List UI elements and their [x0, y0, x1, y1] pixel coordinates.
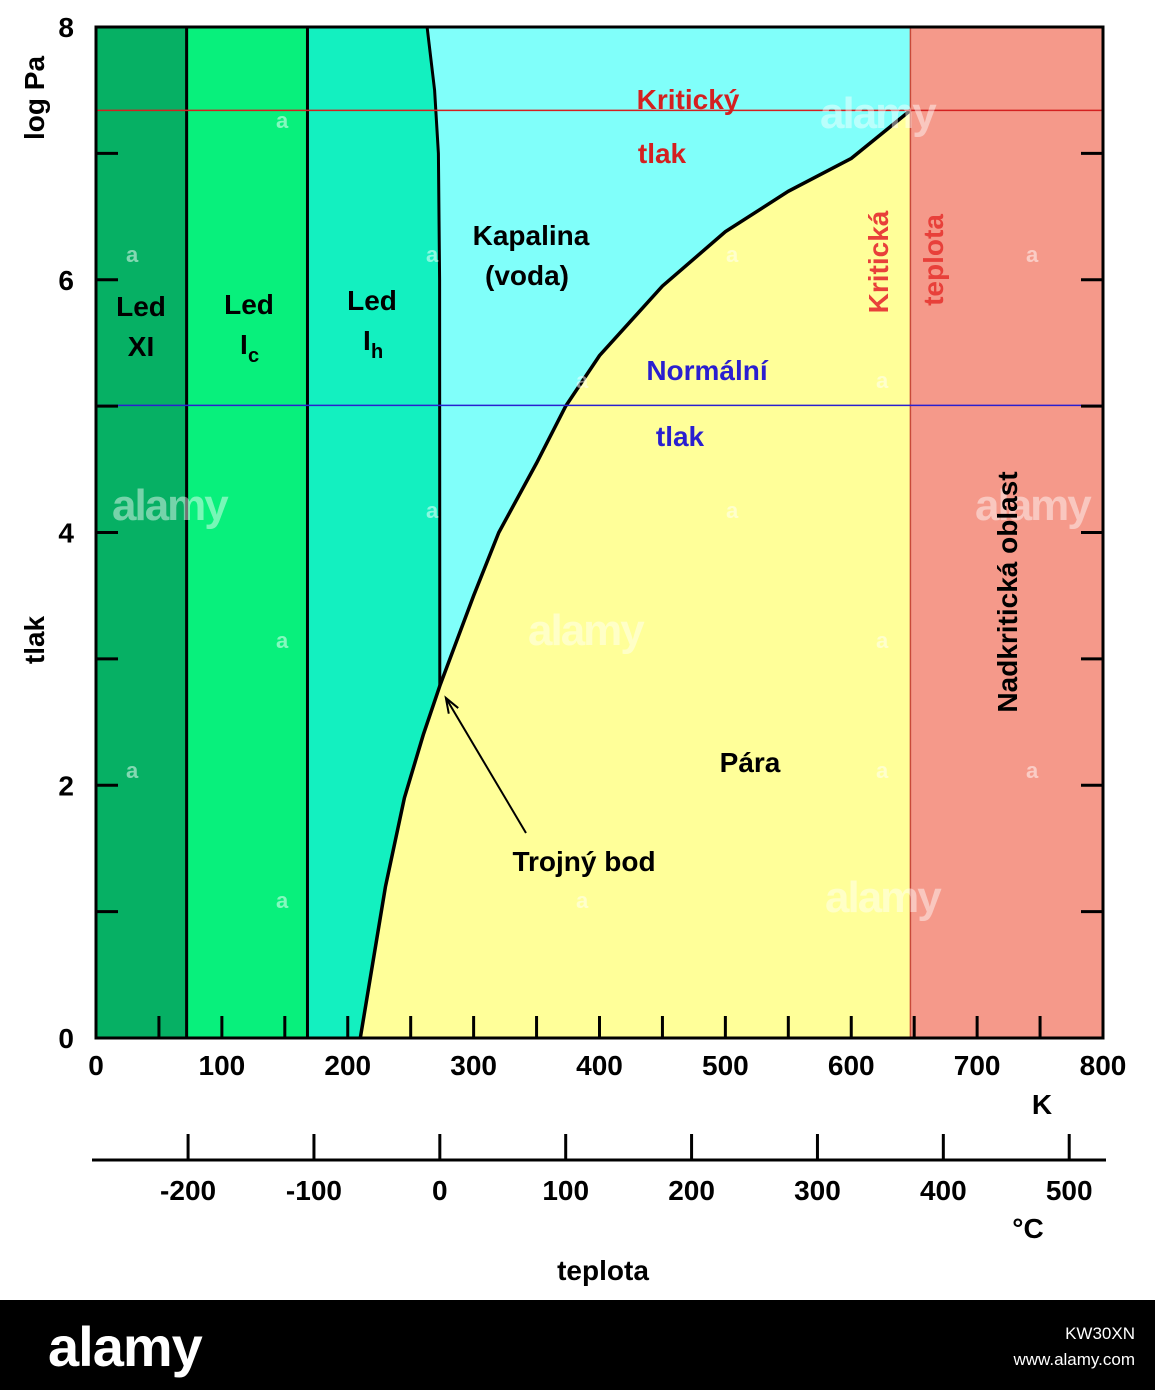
vaporization-curve — [358, 109, 912, 1039]
region-liquid — [427, 27, 911, 686]
label-critical-pressure-line1: Kritický — [637, 84, 740, 115]
footer-image-id: KW30XN — [1065, 1324, 1135, 1343]
phase-regions — [96, 27, 1103, 1038]
label-normal-pressure-line1: Normální — [646, 355, 769, 386]
watermark-mark: a — [276, 628, 289, 653]
label-triple-point: Trojný bod — [512, 846, 655, 877]
celsius-tick-label: 200 — [668, 1175, 715, 1206]
label-liquid-line2: (voda) — [485, 260, 569, 291]
watermark-mark: a — [126, 758, 139, 783]
watermark-mark: a — [576, 368, 589, 393]
label-critical-temperature-line2: teplota — [918, 214, 949, 306]
watermark-text: alamy — [112, 481, 229, 530]
watermark-mark: a — [726, 498, 739, 523]
y-axis-title: tlak — [19, 615, 50, 664]
triple-point-arrow — [444, 697, 527, 834]
watermark-text: alamy — [528, 606, 645, 655]
watermark-mark: a — [876, 628, 889, 653]
celsius-tick-label: -200 — [160, 1175, 216, 1206]
watermark-text: alamy — [975, 481, 1092, 530]
label-led-ic-subscript: c — [248, 345, 259, 367]
x-tick-label: 800 — [1080, 1050, 1127, 1081]
label-led-ih-subscript: h — [371, 341, 383, 363]
x-tick-label: 200 — [324, 1050, 371, 1081]
phase-diagram-chart: alamy alamy alamy alamy alamy a a a a a a a a a a a a a a a… — [19, 12, 1126, 1286]
celsius-tick-label: 100 — [542, 1175, 589, 1206]
label-normal-pressure-line2: tlak — [656, 421, 705, 452]
label-led-ih-line1: Led — [347, 285, 397, 316]
footer-bar: alamy KW30XN www.alamy.com — [0, 1300, 1155, 1390]
y-tick-label: 0 — [58, 1023, 74, 1054]
x-axis-title: teplota — [557, 1255, 649, 1286]
label-liquid-line1: Kapalina — [473, 220, 590, 251]
x-tick-label: 100 — [199, 1050, 246, 1081]
y-axis-unit: log Pa — [19, 56, 50, 140]
x-unit-kelvin: K — [1032, 1089, 1052, 1120]
x-tick-label: 700 — [954, 1050, 1001, 1081]
celsius-tick-label: 500 — [1046, 1175, 1093, 1206]
x-tick-label: 600 — [828, 1050, 875, 1081]
watermark-mark: a — [276, 888, 289, 913]
x-unit-celsius: °C — [1012, 1213, 1043, 1244]
label-vapor: Pára — [720, 747, 781, 778]
x-tick-label: 500 — [702, 1050, 749, 1081]
triple-point-arrowhead — [444, 695, 459, 714]
reference-lines — [96, 109, 1103, 407]
watermark-mark: a — [1026, 758, 1039, 783]
watermark-mark: a — [1026, 242, 1039, 267]
watermark-text: alamy — [825, 873, 942, 922]
y-tick-label: 8 — [58, 12, 74, 43]
label-led-ic-symbol: I — [240, 329, 248, 360]
melting-curve — [425, 26, 442, 686]
watermark-mark: a — [426, 498, 439, 523]
label-led-ic-line1: Led — [224, 289, 274, 320]
watermark-mark: a — [876, 368, 889, 393]
label-led-xi-line2: XI — [128, 331, 154, 362]
label-critical-temperature-line1: Kritická — [863, 210, 894, 313]
celsius-tick-label: 400 — [920, 1175, 967, 1206]
celsius-tick-label: -100 — [286, 1175, 342, 1206]
label-critical-pressure-line2: tlak — [638, 138, 687, 169]
region-labels: Led XI Led I c Led I h Kapalina (voda) Pára Nadkrit… — [116, 84, 1023, 877]
phase-boundaries — [185, 26, 912, 1039]
watermark-mark: a — [426, 242, 439, 267]
y-tick-label: 2 — [58, 770, 74, 801]
region-supercritical — [910, 27, 1103, 1038]
celsius-tick-label: 0 — [432, 1175, 448, 1206]
x-tick-label: 400 — [576, 1050, 623, 1081]
x-tick-label: 300 — [450, 1050, 497, 1081]
watermark-mark: a — [726, 242, 739, 267]
label-led-ih-symbol: I — [363, 325, 371, 356]
watermark-mark: a — [576, 888, 589, 913]
watermark-text: alamy — [820, 89, 937, 138]
y-tick-label: 4 — [58, 518, 74, 549]
watermarks: alamy alamy alamy alamy alamy a a a a a a a a a a a a a a a… — [112, 89, 1094, 922]
watermark-mark: a — [276, 108, 289, 133]
watermark-mark: a — [876, 758, 889, 783]
footer-logo: alamy — [48, 1315, 203, 1378]
x-tick-label: 0 — [88, 1050, 104, 1081]
axes: 0 2 4 6 8 0 100 200 300 400 500 600 700 800 K -200 -100 0… — [19, 12, 1126, 1286]
region-led-ic — [186, 27, 308, 1038]
celsius-tick-label: 300 — [794, 1175, 841, 1206]
footer-url: www.alamy.com — [1013, 1350, 1135, 1369]
label-supercritical: Nadkritická oblast — [992, 471, 1023, 712]
label-led-xi-line1: Led — [116, 291, 166, 322]
y-tick-label: 6 — [58, 265, 74, 296]
region-vapor — [360, 110, 911, 1038]
watermark-mark: a — [126, 242, 139, 267]
